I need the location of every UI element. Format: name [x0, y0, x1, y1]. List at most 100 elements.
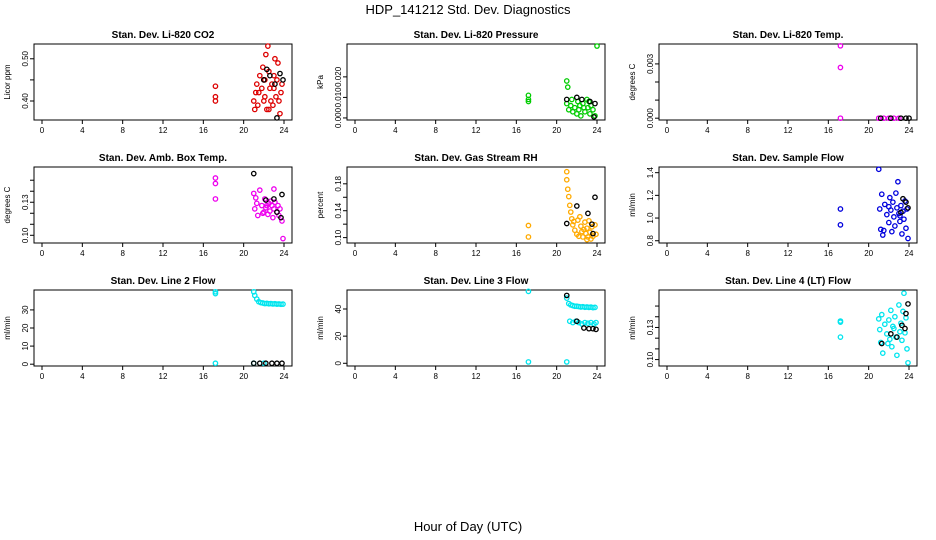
data-point-main — [876, 206, 883, 212]
x-tick-label: 24 — [280, 372, 289, 381]
data-point-reference — [898, 209, 904, 216]
data-point-main — [212, 360, 219, 367]
x-tick-label: 8 — [120, 249, 125, 258]
data-point-reference — [579, 96, 585, 103]
data-point-reference — [272, 81, 278, 87]
y-tick-label: 20 — [334, 331, 343, 340]
data-point-main — [581, 226, 587, 233]
y-tick-label: 10 — [21, 341, 30, 350]
x-tick-label: 0 — [40, 126, 45, 135]
data-point-main — [259, 210, 266, 217]
x-tick-label: 20 — [552, 126, 561, 135]
y-tick-label: 0.40 — [21, 93, 30, 109]
data-point-main — [258, 85, 265, 92]
data-point-main — [889, 228, 895, 235]
data-point-main — [894, 352, 900, 359]
x-tick-label: 12 — [784, 126, 793, 135]
data-point-main — [887, 307, 894, 314]
data-point-main — [584, 236, 590, 243]
data-point-main — [212, 83, 219, 90]
data-point-reference — [585, 210, 591, 217]
data-point-main — [896, 115, 902, 122]
x-tick-label: 0 — [40, 372, 45, 381]
data-point-main — [256, 72, 263, 79]
data-point-main — [260, 98, 267, 104]
data-point-main — [881, 321, 888, 328]
data-point-main — [585, 320, 591, 327]
data-point-main — [881, 201, 888, 208]
data-point-main — [893, 190, 899, 196]
y-tick-label: 0.50 — [21, 50, 30, 66]
data-point-main — [577, 213, 583, 220]
y-tick-label: 0.10 — [21, 227, 30, 243]
x-tick-label: 4 — [80, 126, 85, 135]
data-point-main — [563, 295, 570, 301]
x-tick-label: 16 — [824, 126, 833, 135]
x-tick-label: 4 — [705, 249, 710, 258]
data-point-reference — [280, 77, 286, 83]
y-tick-label: 0.020 — [334, 66, 343, 87]
data-point-main — [212, 290, 219, 297]
data-point-reference — [589, 221, 595, 228]
x-tick-label: 12 — [472, 249, 481, 258]
y-tick-label: 0.000 — [646, 108, 655, 129]
data-point-main — [264, 202, 270, 209]
data-point-main — [566, 318, 573, 325]
data-point-reference — [894, 334, 900, 340]
panel-4: Stan. Dev. Amb. Box Temp. degrees C 0 4 8 12 1… — [3, 153, 293, 258]
x-tick-label: 8 — [745, 126, 750, 135]
data-point-main — [899, 337, 905, 344]
y-tick-label: 30 — [21, 305, 30, 314]
y-axis-label: kPa — [316, 75, 325, 89]
data-point-main — [253, 200, 260, 207]
x-tick-label: 20 — [552, 372, 561, 381]
data-point-reference — [887, 331, 894, 337]
x-tick-label: 16 — [512, 372, 521, 381]
y-axis-label: degrees C — [628, 63, 637, 100]
y-axis-label: percent — [316, 191, 325, 218]
data-point-reference — [591, 114, 597, 120]
data-point-main — [837, 42, 844, 49]
data-point-main — [877, 339, 884, 346]
data-point-main — [525, 92, 532, 99]
x-tick-label: 24 — [280, 249, 289, 258]
data-point-main — [271, 186, 277, 192]
data-point-reference — [573, 203, 580, 209]
data-point-reference — [877, 115, 884, 122]
x-tick-label: 4 — [393, 249, 398, 258]
x-tick-label: 4 — [393, 126, 398, 135]
panel-8: Stan. Dev. Line 3 Flow ml/min 0 4 8 12 16 20 24 0… — [316, 276, 606, 381]
panel-title: Stan. Dev. Li-820 Temp. — [733, 30, 844, 41]
data-point-main — [276, 98, 282, 104]
data-point-main — [254, 102, 261, 109]
panel-6: Stan. Dev. Sample Flow ml/min 0 4 8 12 16 20 24 0… — [628, 153, 918, 258]
y-axis-label: ml/min — [628, 193, 637, 217]
y-tick-label: 0.13 — [21, 194, 30, 210]
data-point-main — [885, 219, 892, 226]
data-point-main — [897, 212, 903, 219]
data-point-main — [897, 218, 903, 225]
data-point-main — [837, 206, 844, 212]
data-point-main — [885, 317, 892, 323]
data-point-main — [587, 229, 593, 236]
data-point-main — [265, 43, 271, 49]
x-tick-label: 24 — [280, 126, 289, 135]
data-point-main — [837, 222, 844, 228]
data-point-reference — [590, 325, 596, 332]
data-point-main — [280, 235, 286, 242]
data-point-main — [837, 64, 844, 71]
data-point-main — [563, 168, 570, 175]
x-tick-label: 4 — [80, 249, 85, 258]
data-point-main — [593, 319, 599, 326]
data-point-main — [886, 336, 893, 343]
data-point-main — [567, 209, 574, 215]
x-tick-label: 12 — [784, 249, 793, 258]
data-point-main — [837, 115, 844, 122]
x-tick-label: 0 — [353, 372, 358, 381]
data-point-main — [592, 304, 598, 311]
data-point-main — [525, 222, 532, 229]
data-point-main — [212, 196, 219, 202]
x-tick-label: 16 — [512, 249, 521, 258]
y-tick-label: 40 — [334, 304, 343, 313]
